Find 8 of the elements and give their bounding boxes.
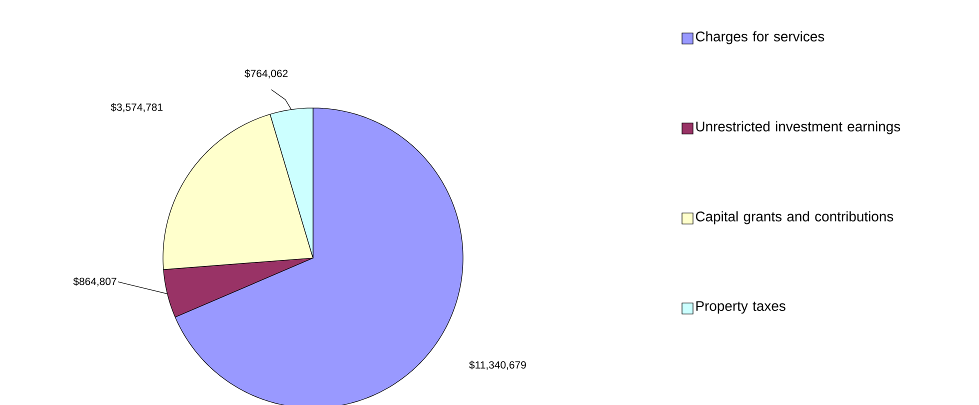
data-label: $11,340,679 <box>469 360 526 370</box>
legend-label: Unrestricted investment earnings <box>696 121 900 134</box>
data-label: $3,574,781 <box>110 103 163 112</box>
data-label: $864,807 <box>73 277 116 286</box>
data-label: $764,062 <box>244 69 288 78</box>
legend-label: Charges for services <box>696 31 824 44</box>
legend-label: Capital grants and contributions <box>696 211 894 224</box>
legend-label: Property taxes <box>696 301 786 314</box>
